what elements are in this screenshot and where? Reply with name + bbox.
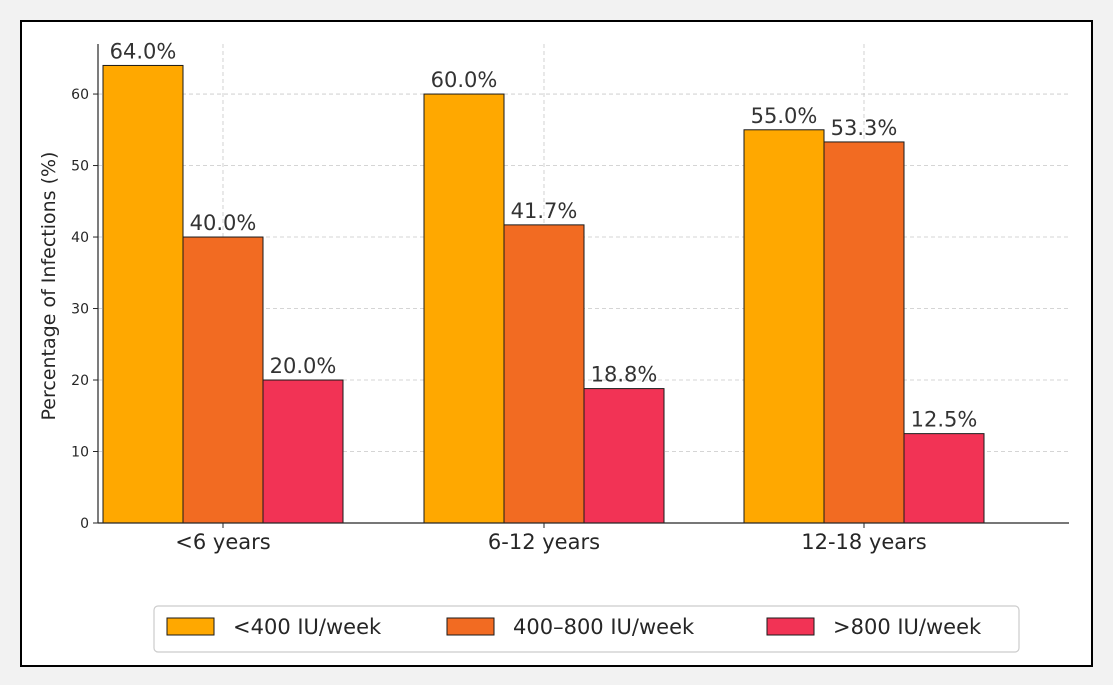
y-axis-title: Percentage of Infections (%) <box>38 152 60 421</box>
bar-value-label: 40.0% <box>190 211 257 235</box>
bar-value-label: 20.0% <box>270 354 337 378</box>
bar <box>423 93 505 524</box>
y-tick-label: 10 <box>71 445 89 461</box>
y-tick-label: 50 <box>71 159 89 175</box>
bar-value-label: 18.8% <box>591 363 658 387</box>
bar-value-label: 55.0% <box>751 104 818 128</box>
bar <box>903 433 985 524</box>
legend-swatch <box>166 617 215 636</box>
x-tick-label: <6 years <box>175 530 270 554</box>
bar <box>102 64 184 524</box>
bar <box>743 129 825 524</box>
bar <box>503 224 585 524</box>
legend-swatch <box>446 617 495 636</box>
legend: <400 IU/week 400–800 IU/week >800 IU/week <box>153 605 1020 653</box>
chart-frame: 64.0% 40.0% 20.0% 60.0% 41.7% 18.8% 55.0% 53.3%… <box>20 20 1093 667</box>
value-labels: 64.0% 40.0% 20.0% 60.0% 41.7% 18.8% 55.0% 53.3%… <box>110 39 978 431</box>
y-tick-label: 30 <box>71 302 89 318</box>
y-tick-label: 20 <box>71 373 89 389</box>
bar <box>583 388 665 524</box>
bar <box>182 236 264 524</box>
bar <box>262 379 344 524</box>
legend-label: >800 IU/week <box>833 615 982 639</box>
bar-value-label: 41.7% <box>511 199 578 223</box>
bar-value-label: 12.5% <box>911 408 978 432</box>
bar-value-label: 53.3% <box>831 116 898 140</box>
bar-value-label: 60.0% <box>431 68 498 92</box>
y-tick-label: 60 <box>71 87 89 103</box>
x-tick-label: 12-18 years <box>801 530 927 554</box>
legend-swatch <box>766 617 815 636</box>
legend-label: 400–800 IU/week <box>513 615 695 639</box>
y-tick-label: 40 <box>71 230 89 246</box>
bar-chart: 64.0% 40.0% 20.0% 60.0% 41.7% 18.8% 55.0% 53.3%… <box>38 39 1069 653</box>
legend-label: <400 IU/week <box>233 615 382 639</box>
axes: 0 10 20 30 40 50 60 <6 years 6-12 years 12-18 yea… <box>71 44 1069 554</box>
bar-value-label: 64.0% <box>110 39 177 63</box>
bars <box>102 64 985 524</box>
bar <box>823 141 905 524</box>
x-tick-label: 6-12 years <box>488 530 600 554</box>
y-tick-label: 0 <box>80 516 89 532</box>
